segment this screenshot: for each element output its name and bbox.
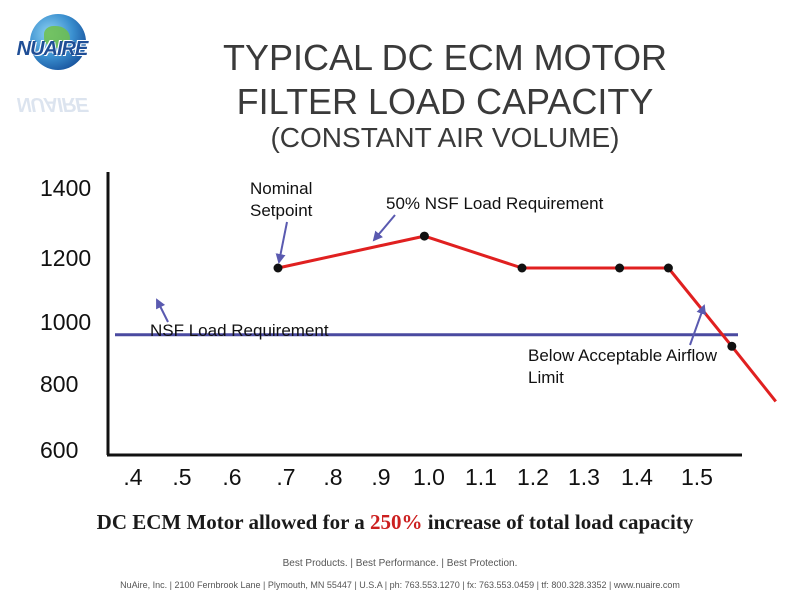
- x-tick-label: 1.3: [568, 464, 600, 490]
- data-point: [517, 263, 527, 273]
- nsf-requirement-arrow: [156, 298, 169, 323]
- chart-caption: DC ECM Motor allowed for a 250% increase…: [0, 510, 790, 535]
- title-line-1: TYPICAL DC ECM MOTOR: [222, 37, 668, 78]
- footer-tagline: Best Products. | Best Performance. | Bes…: [282, 558, 518, 569]
- x-tick-label: 1.5: [681, 464, 713, 490]
- x-tick-label: 1.0: [413, 464, 445, 490]
- caption-highlight: 250%: [370, 510, 423, 534]
- title-line-2: FILTER LOAD CAPACITY: [236, 81, 654, 122]
- x-tick-label: .6: [222, 464, 241, 490]
- x-tick-label: 1.4: [621, 464, 653, 490]
- page-title: TYPICAL DC ECM MOTOR FILTER LOAD CAPACIT…: [0, 36, 800, 124]
- below-limit-arrow: [689, 304, 707, 346]
- x-tick-label: .5: [172, 464, 191, 490]
- nominal-setpoint-label: Nominal Setpoint: [250, 179, 313, 220]
- y-tick-label: 1200: [40, 245, 91, 271]
- x-tick-label: .7: [276, 464, 295, 490]
- y-tick-label: 600: [40, 437, 78, 463]
- nominal-setpoint-arrow: [275, 221, 288, 264]
- nsf-requirement-label: NSF Load Requirement: [150, 321, 329, 340]
- caption-after: increase of total load capacity: [422, 510, 694, 534]
- data-point: [273, 263, 283, 273]
- nsf50-arrow: [372, 214, 396, 242]
- y-tick-label: 800: [40, 371, 78, 397]
- nuaire-logo: NUAIRE NUAIRE: [12, 12, 92, 115]
- data-point: [615, 263, 625, 273]
- y-tick-label: 1400: [40, 175, 91, 201]
- x-tick-label: .4: [123, 464, 142, 490]
- data-point: [727, 341, 737, 351]
- caption-before: DC ECM Motor allowed for a: [96, 510, 371, 534]
- page-subtitle: (CONSTANT AIR VOLUME): [270, 122, 620, 153]
- x-tick-label: .9: [371, 464, 390, 490]
- x-tick-label: .8: [323, 464, 342, 490]
- x-tick-label: 1.2: [517, 464, 549, 490]
- below-limit-label: Below Acceptable Airflow Limit: [528, 346, 717, 387]
- data-point: [663, 263, 673, 273]
- nsf50-label: 50% NSF Load Requirement: [386, 194, 604, 213]
- x-tick-label: 1.1: [465, 464, 497, 490]
- y-tick-label: 1000: [40, 309, 91, 335]
- logo-text: NUAIRE: [16, 38, 89, 60]
- footer-address: NuAire, Inc. | 2100 Fernbrook Lane | Ply…: [120, 580, 680, 590]
- data-point: [419, 231, 429, 241]
- globe-icon: [30, 14, 86, 70]
